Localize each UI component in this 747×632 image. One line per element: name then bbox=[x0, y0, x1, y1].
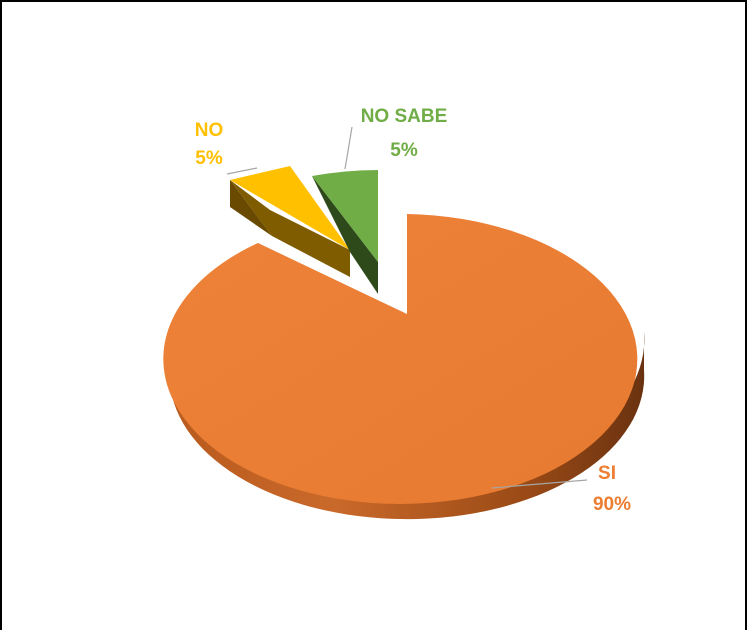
leader-line-si bbox=[491, 479, 588, 489]
slice-si bbox=[163, 214, 645, 520]
label-si-percent: 90% bbox=[593, 494, 631, 515]
slice-si-top bbox=[163, 214, 638, 504]
slice-no bbox=[230, 166, 350, 277]
leader-line-no-sabe bbox=[344, 126, 353, 170]
slice-no-top bbox=[230, 166, 350, 250]
label-no-percent: 5% bbox=[195, 148, 223, 169]
slice-no-side bbox=[230, 180, 350, 277]
label-no-sabe-percent: 5% bbox=[390, 140, 418, 161]
label-si-category: SI bbox=[598, 463, 616, 484]
slice-no-wall bbox=[230, 180, 272, 236]
leader-line-no bbox=[226, 167, 258, 175]
slice-no-sabe-top bbox=[312, 170, 378, 262]
slice-no-sabe-side bbox=[312, 176, 378, 294]
label-no-category: NO bbox=[195, 120, 224, 141]
label-no-sabe-category: NO SABE bbox=[361, 106, 448, 127]
slice-no-sabe bbox=[312, 170, 378, 294]
